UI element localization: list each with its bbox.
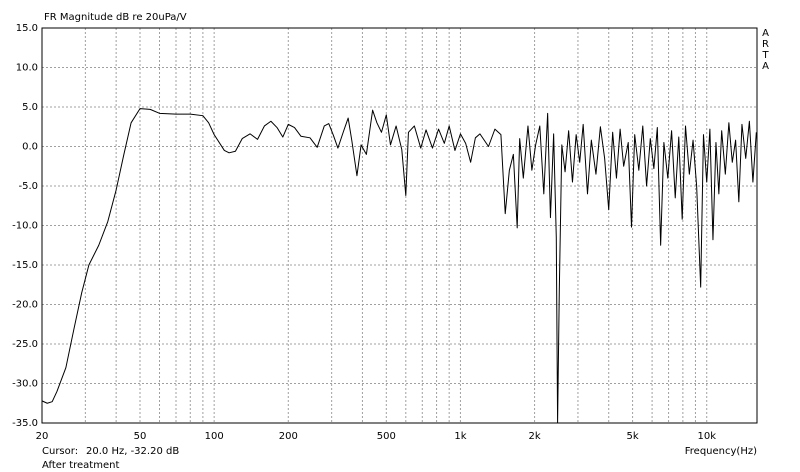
x-tick-label: 1k (454, 431, 466, 442)
y-tick-label: -5.0 (18, 181, 38, 192)
y-tick-label: 10.0 (16, 63, 38, 74)
x-axis-label: Frequency(Hz) (685, 446, 757, 457)
cursor-value: 20.0 Hz, -32.20 dB (86, 446, 179, 457)
plot-frame (41, 27, 758, 424)
y-tick-label: 15.0 (16, 23, 38, 34)
x-tick-label: 100 (205, 431, 224, 442)
x-tick-label: 10k (697, 431, 716, 442)
y-tick-label: 5.0 (22, 102, 38, 113)
y-tick-label: -25.0 (12, 339, 38, 350)
x-tick-label: 200 (279, 431, 298, 442)
y-tick-label: -35.0 (12, 418, 38, 429)
brand: ARTA (760, 28, 771, 72)
y-tick-label: 0.0 (22, 142, 38, 153)
y-tick-label: -30.0 (12, 379, 38, 390)
response-line (41, 108, 757, 424)
cursor-label: Cursor: (42, 446, 78, 457)
x-tick-label: 2k (529, 431, 541, 442)
x-tick-label: 50 (134, 431, 147, 442)
x-tick-label: 500 (377, 431, 396, 442)
y-tick-label: -15.0 (12, 260, 38, 271)
x-tick-label: 5k (627, 431, 639, 442)
y-tick-label: -20.0 (12, 300, 38, 311)
y-tick-label: -10.0 (12, 221, 38, 232)
x-tick-label: 20 (36, 431, 49, 442)
chart-title: FR Magnitude dB re 20uPa/V (44, 12, 187, 23)
series-label: After treatment (42, 460, 119, 471)
